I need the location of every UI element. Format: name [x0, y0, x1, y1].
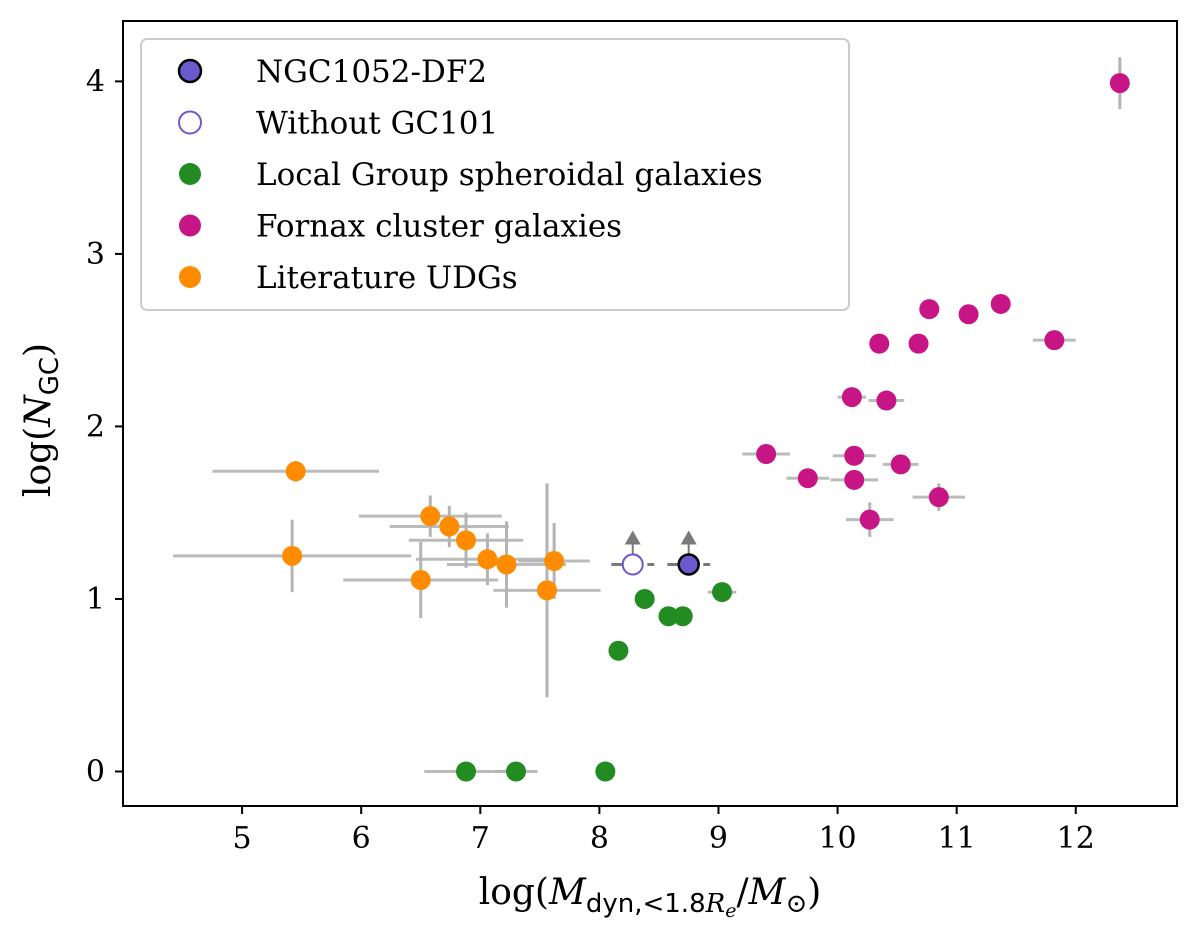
literature-udgs-point	[282, 545, 303, 566]
literature-udgs-point	[544, 551, 565, 572]
y-ticks: 0 1 2 3 4	[86, 64, 123, 789]
legend-marker-without-gc101	[178, 110, 202, 135]
legend-label-fornax-cluster-galaxies: Fornax cluster galaxies	[256, 209, 622, 245]
fornax-cluster-galaxies-point	[844, 445, 865, 466]
x-tick-label: 9	[709, 821, 728, 856]
y-tick-label: 3	[86, 237, 105, 272]
literature-udgs-point	[455, 530, 476, 551]
fornax-cluster-galaxies-point	[844, 469, 865, 490]
plot-frame	[122, 20, 1178, 807]
legend-box	[140, 38, 850, 311]
legend-label-local-group-spheroidal-galaxies: Local Group spheroidal galaxies	[256, 157, 763, 193]
local-group-spheroidal-galaxies-point	[658, 606, 679, 627]
fornax-cluster-galaxies-point	[958, 304, 979, 325]
literature-udgs-point	[477, 549, 498, 570]
legend-marker-fornax-cluster-galaxies	[179, 214, 201, 237]
fornax-cluster-galaxies-point	[859, 509, 880, 530]
legend-marker-literature-udgs	[179, 266, 201, 288]
legend: NGC1052-DF2 Without GC101 Local Group sphe…	[140, 38, 850, 311]
data-markers	[282, 73, 1130, 782]
fornax-cluster-galaxies-point	[756, 444, 777, 465]
literature-udgs-point	[536, 580, 557, 601]
literature-udgs-point	[496, 554, 517, 575]
x-tick-label: 7	[471, 821, 490, 856]
legend-label-literature-udgs: Literature UDGs	[256, 260, 518, 296]
x-tick-label: 6	[352, 821, 371, 856]
x-tick-label: 8	[590, 821, 609, 856]
fornax-cluster-galaxies-point	[890, 454, 911, 475]
x-tick-label: 5	[233, 821, 252, 856]
legend-label-without-gc101: Without GC101	[256, 106, 498, 142]
fornax-cluster-galaxies-point	[919, 299, 940, 320]
fornax-cluster-galaxies-point	[1044, 330, 1065, 351]
fornax-cluster-galaxies-point	[908, 333, 929, 354]
y-axis-label: log(NGC)	[18, 343, 65, 497]
literature-udgs-point	[420, 506, 441, 527]
local-group-spheroidal-galaxies-point	[712, 582, 733, 603]
ngc1052-df2-point	[677, 553, 700, 576]
fornax-cluster-galaxies-point	[1109, 73, 1130, 94]
local-group-spheroidal-galaxies-point	[595, 761, 616, 782]
fornax-cluster-galaxies-point	[990, 293, 1011, 314]
lower-limit-arrows	[624, 530, 697, 555]
fornax-cluster-galaxies-point	[841, 387, 862, 408]
ngc1052-df2-limit-arrow	[680, 530, 697, 545]
legend-label-ngc1052-df2: NGC1052-DF2	[256, 54, 487, 90]
local-group-spheroidal-galaxies-point	[672, 606, 693, 627]
x-ticks: 5 6 7 8 9 10 11 12	[233, 806, 1095, 856]
local-group-spheroidal-galaxies-point	[634, 588, 655, 609]
literature-udgs-point	[439, 516, 460, 537]
local-group-spheroidal-galaxies-point	[455, 761, 476, 782]
legend-marker-local-group-spheroidal-galaxies	[179, 163, 201, 185]
literature-udgs-point	[410, 569, 431, 590]
y-tick-label: 1	[86, 582, 105, 617]
fornax-cluster-galaxies-point	[928, 487, 949, 508]
x-axis-label: log(Mdyn,<1.8Re/M⊙)	[479, 872, 822, 922]
fornax-cluster-galaxies-point	[876, 390, 897, 411]
without-gc101-point	[621, 553, 644, 576]
y-tick-label: 2	[86, 409, 105, 444]
legend-marker-ngc1052-df2	[177, 58, 203, 84]
fornax-cluster-galaxies-point	[797, 468, 818, 489]
x-tick-label: 10	[818, 821, 856, 856]
without-gc101-limit-arrow	[624, 530, 641, 545]
fornax-cluster-galaxies-point	[869, 333, 890, 354]
y-tick-label: 0	[86, 754, 105, 789]
x-tick-label: 11	[938, 821, 976, 856]
x-tick-label: 12	[1057, 821, 1095, 856]
y-tick-label: 4	[86, 64, 105, 99]
literature-udgs-point	[285, 461, 306, 482]
local-group-spheroidal-galaxies-point	[506, 761, 527, 782]
local-group-spheroidal-galaxies-point	[608, 640, 629, 661]
